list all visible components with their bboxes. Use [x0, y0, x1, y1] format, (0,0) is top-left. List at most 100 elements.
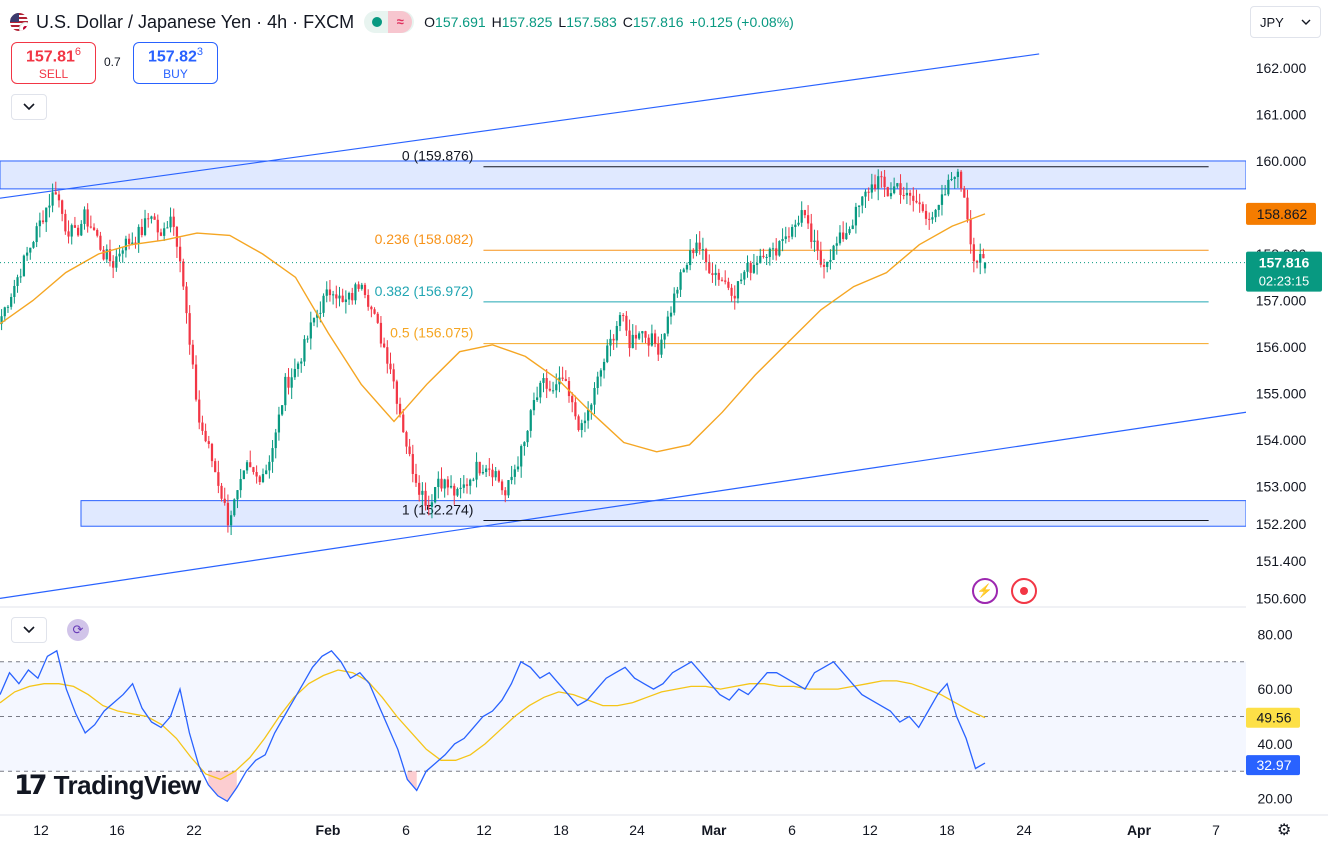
candle-down [500, 481, 504, 491]
candle-up [137, 226, 140, 244]
candle-up [826, 261, 829, 267]
time-axis-tick: 6 [402, 822, 410, 838]
candle-down [787, 236, 791, 238]
candle-down [96, 229, 99, 236]
candle-down [982, 254, 985, 259]
candle-up [6, 306, 10, 308]
candle-up [755, 263, 759, 265]
candle-down [402, 414, 405, 433]
buy-button[interactable]: 157.823 BUY [133, 42, 218, 84]
candle-up [618, 315, 622, 326]
price-axis-tick: 152.200 [1256, 516, 1307, 532]
candle-down [625, 315, 628, 331]
candle-down [497, 471, 500, 482]
candle-up [765, 257, 768, 259]
chevron-down-icon [23, 103, 35, 111]
candle-up [542, 378, 545, 383]
last-price-tag-label: 157.816 [1259, 255, 1310, 271]
candle-down [915, 200, 918, 203]
price-axis-tick: 156.000 [1256, 339, 1307, 355]
candle-down [720, 279, 724, 281]
candle-down [214, 461, 217, 473]
candle-up [689, 250, 692, 266]
candle-up [848, 229, 851, 234]
candle-down [810, 223, 813, 242]
record-icon[interactable] [1011, 578, 1037, 604]
candle-up [296, 363, 300, 369]
candle-up [532, 400, 536, 411]
candle-up [663, 333, 666, 340]
candle-down [440, 478, 443, 489]
candle-down [54, 192, 57, 195]
candle-up [829, 259, 832, 262]
candle-up [835, 243, 838, 246]
time-axis-tick: 7 [1212, 822, 1220, 838]
candle-up [838, 232, 842, 244]
candle-up [529, 410, 532, 431]
candle-up [937, 204, 940, 210]
candle-up [316, 313, 319, 318]
candle-up [845, 233, 848, 240]
candle-up [523, 442, 526, 447]
candle-down [577, 416, 580, 431]
candle-up [590, 404, 593, 410]
candle-up [510, 476, 513, 481]
rsi-tag-label: 32.97 [1256, 757, 1291, 773]
candle-down [880, 176, 883, 178]
candle-down [386, 347, 389, 364]
rsi-axis-tick: 20.00 [1257, 791, 1292, 807]
candle-down [159, 232, 163, 236]
ohlc-high: H157.825 [491, 14, 553, 30]
chart-header: U.S. Dollar / Japanese Yen · 4h · FXCM ≈… [10, 8, 794, 36]
candle-up [462, 484, 465, 488]
ema-price-tag [1246, 202, 1316, 225]
candle-up [606, 345, 609, 362]
collapse-legend-button[interactable] [11, 94, 47, 120]
candle-up [641, 331, 644, 334]
candle-up [434, 487, 437, 503]
candle-up [631, 334, 634, 349]
channel-lower-line [0, 411, 1247, 599]
ohlc-open: O157.691 [424, 14, 486, 30]
symbol-title[interactable]: U.S. Dollar / Japanese Yen · 4h · FXCM [36, 11, 355, 32]
candle-up [338, 295, 341, 299]
candle-up [889, 193, 893, 197]
candle-down [622, 315, 625, 317]
refresh-icon[interactable]: ⟳ [67, 619, 89, 641]
candle-down [733, 295, 736, 299]
candle-up [118, 253, 121, 257]
candle-up [736, 281, 740, 299]
time-axis-tick: 16 [109, 822, 125, 838]
fib-level-label: 0 (159.876) [402, 148, 474, 164]
lightning-icon[interactable]: ⚡ [972, 578, 998, 604]
candle-up [459, 487, 462, 489]
candle-up [507, 480, 510, 496]
candle-up [303, 339, 306, 362]
candle-down [223, 498, 226, 503]
candle-up [615, 325, 618, 341]
sell-button[interactable]: 157.816 SELL [11, 42, 96, 84]
data-delay-icon[interactable]: ≈ [388, 11, 413, 33]
candle-down [140, 226, 143, 236]
candle-down [966, 197, 969, 220]
candle-up [794, 224, 797, 227]
rsi-oversold-fill [407, 771, 417, 791]
currency-select[interactable]: JPY [1250, 6, 1321, 38]
candle-up [268, 461, 271, 471]
candle-up [857, 205, 861, 207]
candle-up [861, 196, 864, 206]
candle-up [481, 471, 485, 474]
market-status-pill[interactable]: ≈ [364, 11, 415, 33]
rsi-ma-tag-label: 49.56 [1256, 710, 1291, 726]
candle-up [513, 469, 516, 477]
candle-up [166, 227, 169, 229]
price-axis-tick: 150.600 [1256, 590, 1307, 606]
candle-down [574, 402, 577, 417]
gear-icon[interactable]: ⚙ [1277, 822, 1292, 839]
candle-up [3, 307, 6, 317]
candle-up [0, 316, 3, 324]
candle-up [38, 220, 41, 227]
collapse-rsi-legend-button[interactable] [11, 617, 47, 643]
candle-down [147, 218, 150, 220]
